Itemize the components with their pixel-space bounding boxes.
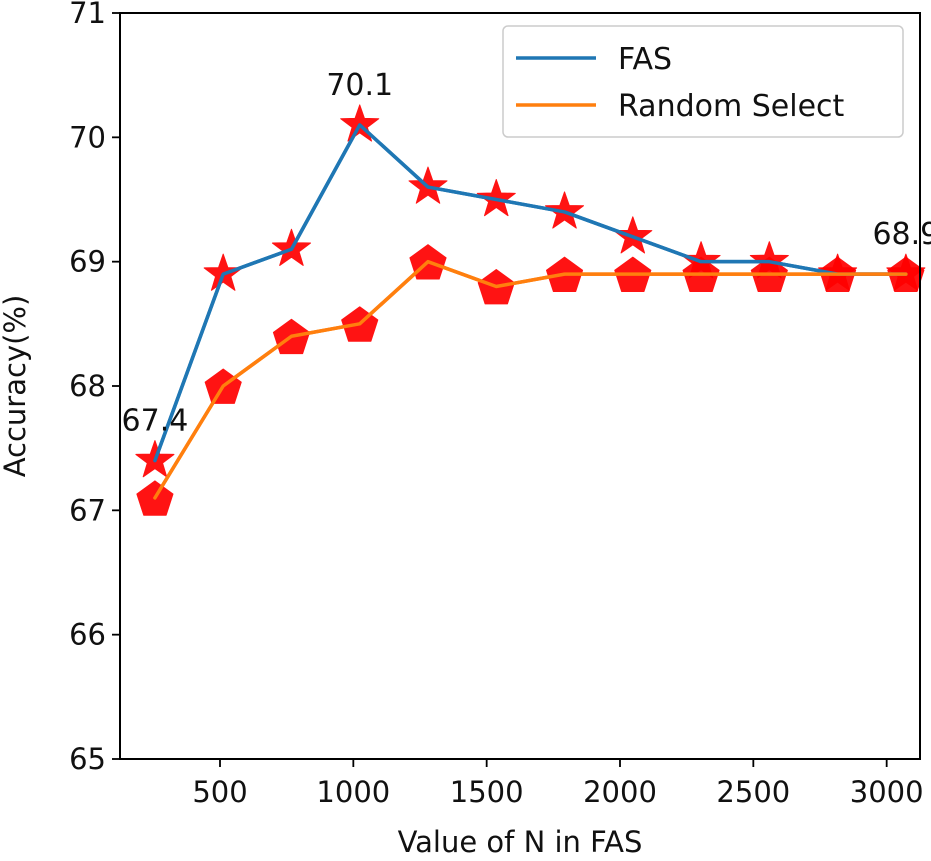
- x-tick-label-2500: 2500: [716, 775, 790, 809]
- legend-box: [502, 25, 904, 138]
- marker-fas-1792: [545, 191, 585, 229]
- marker-fas-2048: [613, 216, 653, 254]
- annotation-label-2: 68.9: [872, 217, 931, 252]
- x-tick-label-1500: 1500: [450, 775, 524, 809]
- y-tick-label-70: 70: [69, 120, 106, 154]
- x-axis-title: Value of N in FAS: [398, 825, 643, 859]
- series-line-overlay-fas: [153, 123, 908, 463]
- x-tick-label-2000: 2000: [583, 775, 657, 809]
- marker-fas-1024: [340, 104, 380, 142]
- marker-fas-1536: [476, 179, 516, 217]
- y-tick-label-68: 68: [69, 369, 106, 403]
- y-tick-label-65: 65: [69, 742, 106, 776]
- marker-fas-512: [203, 253, 243, 291]
- y-axis-title: Accuracy(%): [0, 295, 32, 478]
- x-tick-label-3000: 3000: [850, 775, 924, 809]
- series-line-overlay-random-select: [153, 259, 908, 500]
- x-axis: 500 1000 1500 2000 2500 3000: [192, 759, 924, 809]
- y-tick-label-71: 71: [69, 0, 106, 30]
- annotation-label-0: 67.4: [122, 404, 189, 439]
- series-layer: [153, 123, 908, 500]
- y-axis: 65 66 67 68 69 70 71: [69, 0, 120, 776]
- x-tick-label-500: 500: [192, 775, 247, 809]
- y-tick-label-66: 66: [69, 618, 106, 652]
- y-tick-label-69: 69: [69, 245, 106, 279]
- legend-label-fas: FAS: [618, 42, 672, 77]
- annotation-label-1: 70.1: [326, 68, 393, 103]
- series-line-random-select: [153, 259, 908, 500]
- series-line-fas: [153, 123, 908, 463]
- x-tick-label-1000: 1000: [316, 775, 390, 809]
- legend-label-random-select: Random Select: [618, 89, 845, 124]
- legend: FAS Random Select: [502, 25, 904, 138]
- y-tick-label-67: 67: [69, 493, 106, 527]
- markers-layer: [135, 104, 926, 516]
- annotations-layer: 67.4 70.1 68.9: [122, 68, 931, 439]
